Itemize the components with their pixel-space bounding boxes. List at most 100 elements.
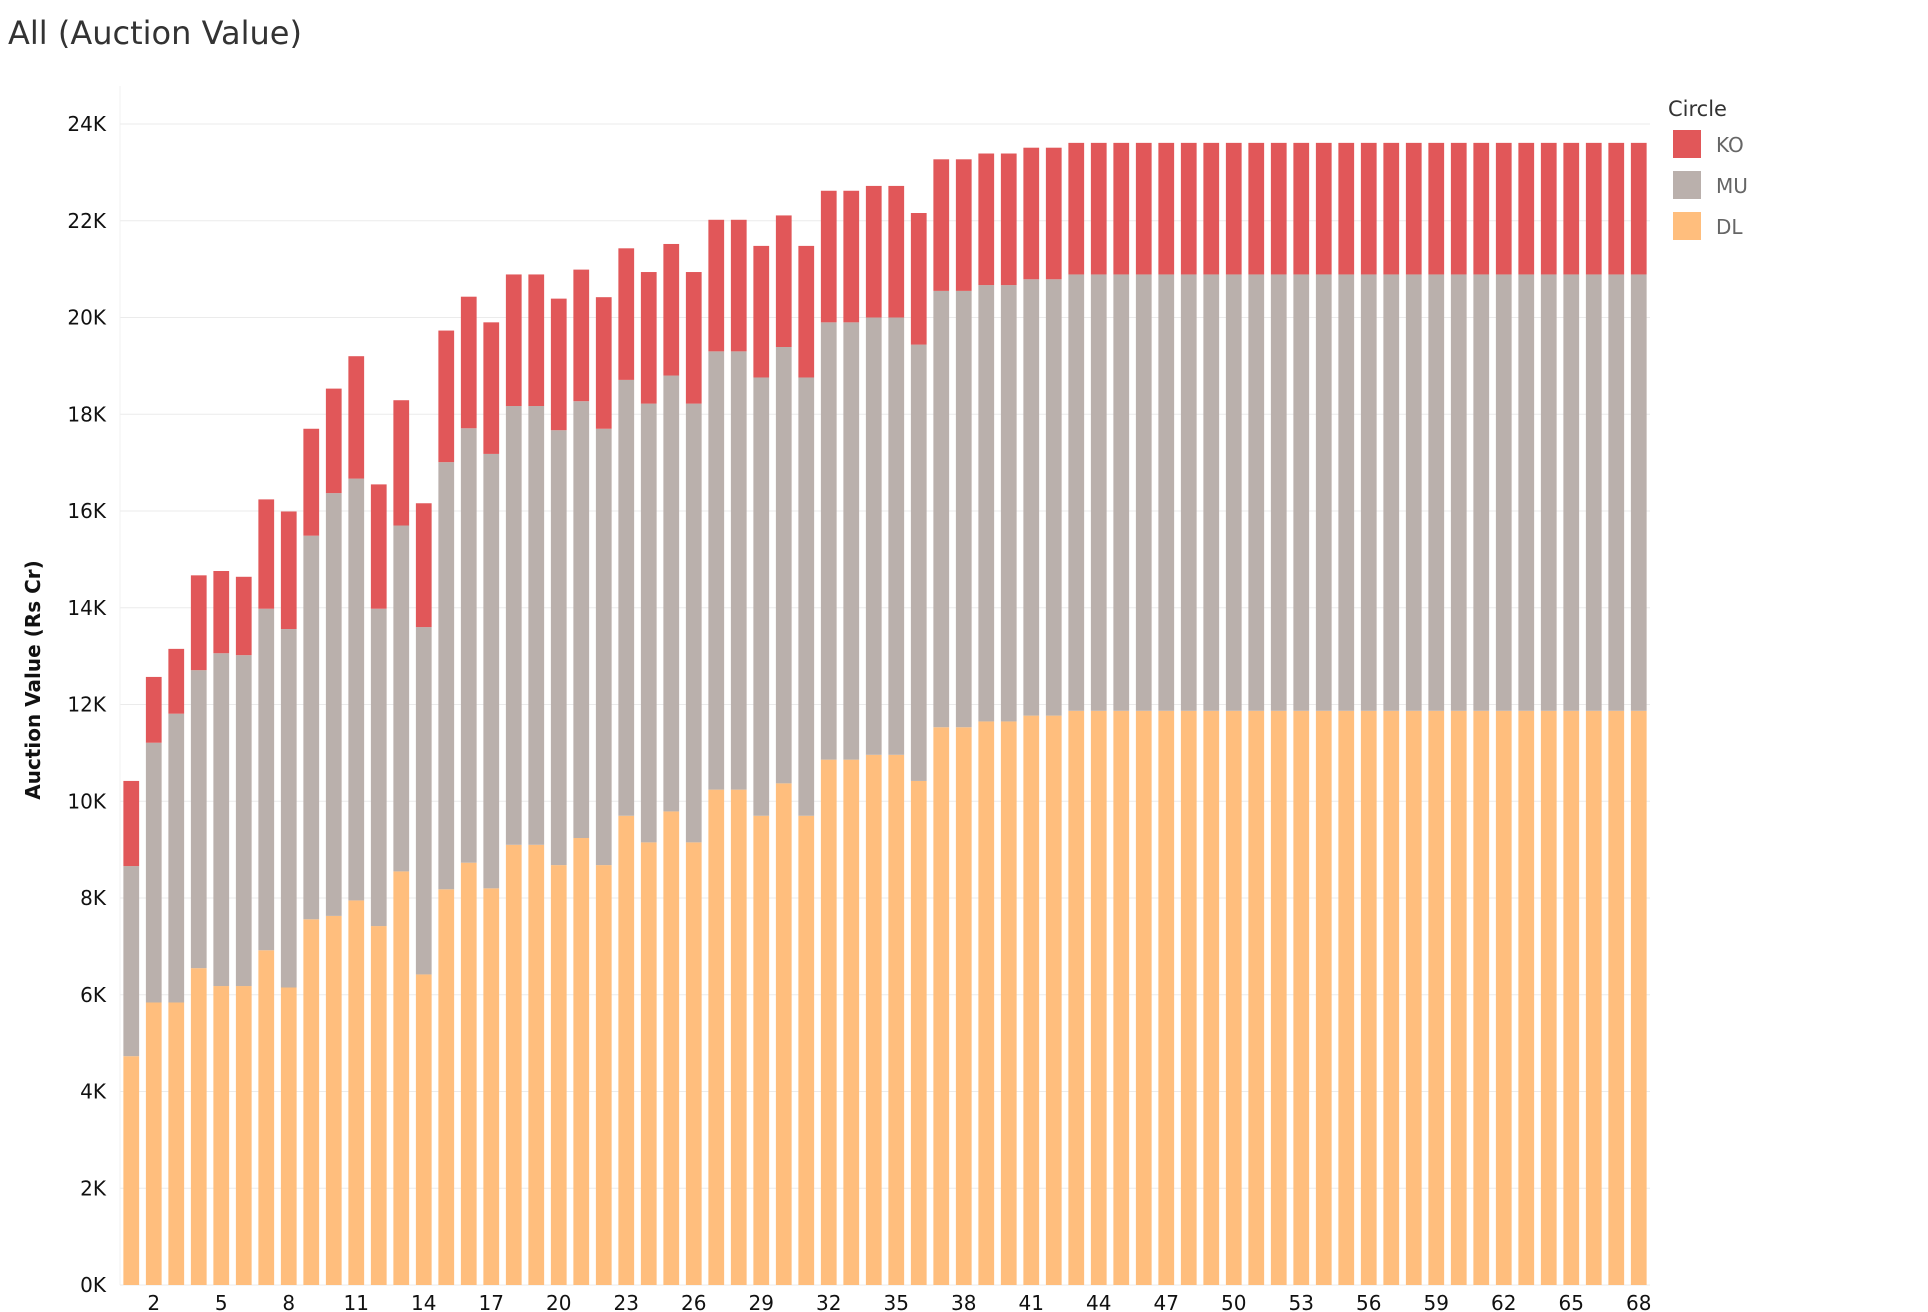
bar-segment-dl[interactable] [1270,710,1287,1285]
bar-segment-mu[interactable] [1293,274,1310,711]
bar-segment-mu[interactable] [640,403,657,843]
bar-segment-ko[interactable] [775,215,792,348]
bar-segment-ko[interactable] [1450,142,1467,275]
bar-segment-ko[interactable] [910,213,927,345]
bar-segment-mu[interactable] [1338,274,1355,711]
bar-segment-mu[interactable] [910,344,927,781]
bar-segment-mu[interactable] [708,351,725,790]
bar-segment-dl[interactable] [393,871,410,1285]
bar-segment-ko[interactable] [1113,142,1130,275]
bar-segment-dl[interactable] [1045,715,1062,1285]
bar-segment-ko[interactable] [1135,142,1152,275]
bar-segment-mu[interactable] [1090,274,1107,711]
bar-segment-dl[interactable] [1068,710,1085,1285]
bar-segment-dl[interactable] [933,727,950,1285]
bar-segment-mu[interactable] [1608,274,1625,711]
bar-segment-ko[interactable] [1338,142,1355,275]
bar-segment-mu[interactable] [1428,274,1445,711]
bar-segment-dl[interactable] [190,968,207,1285]
bar-segment-ko[interactable] [820,190,837,323]
bar-segment-ko[interactable] [1023,147,1040,280]
bar-segment-dl[interactable] [1540,710,1557,1285]
bar-segment-mu[interactable] [1158,274,1175,711]
bar-segment-mu[interactable] [325,493,342,916]
bar-segment-ko[interactable] [190,575,207,671]
bar-segment-mu[interactable] [1495,274,1512,711]
bar-segment-ko[interactable] [1428,142,1445,275]
bar-segment-dl[interactable] [978,721,995,1285]
bar-segment-mu[interactable] [865,317,882,755]
bar-segment-dl[interactable] [1225,710,1242,1285]
bar-segment-mu[interactable] [235,655,252,987]
bar-segment-dl[interactable] [1405,710,1422,1285]
bar-segment-ko[interactable] [1563,142,1580,275]
bar-segment-mu[interactable] [303,535,320,920]
bar-segment-dl[interactable] [123,1056,140,1285]
bar-segment-dl[interactable] [168,1002,185,1285]
bar-segment-mu[interactable] [1045,279,1062,716]
bar-segment-mu[interactable] [1563,274,1580,711]
bar-segment-dl[interactable] [550,865,567,1285]
bar-segment-ko[interactable] [933,159,950,291]
bar-segment-dl[interactable] [708,789,725,1285]
bar-segment-ko[interactable] [618,248,635,380]
bar-segment-dl[interactable] [1518,710,1535,1285]
bar-segment-dl[interactable] [303,919,320,1285]
bar-segment-dl[interactable] [528,844,545,1285]
bar-segment-dl[interactable] [955,727,972,1285]
bar-segment-mu[interactable] [1135,274,1152,711]
bar-segment-ko[interactable] [528,274,545,407]
bar-segment-ko[interactable] [460,296,477,429]
bar-segment-dl[interactable] [573,838,590,1285]
legend-item-ko[interactable]: KO [1673,130,1744,158]
bar-segment-dl[interactable] [1338,710,1355,1285]
bar-segment-ko[interactable] [1518,142,1535,275]
bar-segment-mu[interactable] [1540,274,1557,711]
bar-segment-dl[interactable] [640,842,657,1285]
bar-segment-dl[interactable] [910,780,927,1285]
bar-segment-ko[interactable] [730,219,747,352]
bar-segment-dl[interactable] [505,844,522,1285]
bar-segment-ko[interactable] [325,388,342,494]
bar-segment-dl[interactable] [1630,710,1647,1285]
bar-segment-mu[interactable] [1473,274,1490,711]
bar-segment-mu[interactable] [145,742,162,1003]
bar-segment-dl[interactable] [438,889,455,1285]
bar-segment-mu[interactable] [1518,274,1535,711]
bar-segment-ko[interactable] [1383,142,1400,275]
bar-segment-ko[interactable] [438,330,455,463]
bar-segment-ko[interactable] [393,400,410,526]
bar-segment-mu[interactable] [550,430,567,866]
bar-segment-dl[interactable] [1248,710,1265,1285]
bar-segment-ko[interactable] [955,159,972,291]
bar-segment-ko[interactable] [843,190,860,323]
bar-segment-dl[interactable] [280,987,297,1285]
bar-segment-dl[interactable] [370,926,387,1285]
bar-segment-mu[interactable] [663,375,680,812]
bar-segment-ko[interactable] [595,297,612,429]
bar-segment-dl[interactable] [325,915,342,1285]
bar-segment-ko[interactable] [145,676,162,743]
bar-segment-mu[interactable] [1360,274,1377,711]
bar-segment-dl[interactable] [843,759,860,1285]
bar-segment-dl[interactable] [1450,710,1467,1285]
bar-segment-ko[interactable] [1315,142,1332,275]
bar-segment-mu[interactable] [1405,274,1422,711]
bar-segment-mu[interactable] [1585,274,1602,711]
bar-segment-ko[interactable] [123,780,140,867]
bar-segment-ko[interactable] [550,298,567,431]
bar-segment-ko[interactable] [1405,142,1422,275]
bar-segment-dl[interactable] [1585,710,1602,1285]
bar-segment-mu[interactable] [190,670,207,969]
bar-segment-dl[interactable] [1360,710,1377,1285]
bar-segment-mu[interactable] [775,347,792,784]
bar-segment-mu[interactable] [393,525,410,872]
bar-segment-ko[interactable] [708,219,725,352]
bar-segment-mu[interactable] [730,351,747,790]
bar-segment-ko[interactable] [1630,142,1647,275]
bar-segment-mu[interactable] [460,428,477,863]
bar-segment-ko[interactable] [1248,142,1265,275]
bar-segment-dl[interactable] [1113,710,1130,1285]
bar-segment-dl[interactable] [1428,710,1445,1285]
bar-segment-ko[interactable] [663,243,680,376]
